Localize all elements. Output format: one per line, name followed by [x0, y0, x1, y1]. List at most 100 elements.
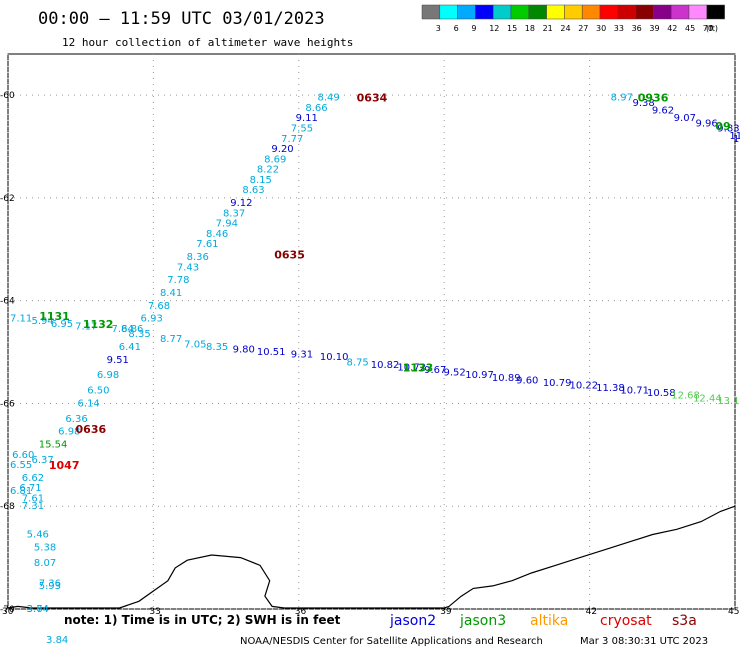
wave-height-value: 6.81: [10, 486, 32, 497]
legend-swatch: [688, 4, 708, 20]
pass-time-label: 0634: [357, 92, 388, 105]
wave-height-value: 8.07: [34, 558, 56, 569]
plot-area: 8.498.669.117.557.779.208.698.228.158.63…: [7, 53, 740, 646]
x-tick-label: 30: [2, 607, 14, 617]
x-tick-label: 36: [295, 607, 307, 617]
legend-label: 9: [471, 24, 476, 33]
wave-height-value: 8.15: [250, 175, 272, 186]
wave-height-value: 6.95: [51, 319, 73, 330]
wave-height-value: 7.84: [111, 324, 133, 335]
wave-height-value: 6.71: [19, 483, 41, 494]
wave-height-value: 7.68: [148, 301, 170, 312]
wave-height-value: 7.55: [291, 124, 313, 135]
wave-height-value: 6.36: [65, 414, 87, 425]
wave-height-value: 9.11: [296, 113, 318, 124]
legend-swatch: [653, 4, 672, 20]
wave-height-value: 9.38: [632, 98, 654, 109]
chart-title: 00:00 – 11:59 UTC 03/01/2023: [38, 9, 325, 29]
footer-credit: NOAA/NESDIS Center for Satellite Applica…: [240, 636, 543, 647]
wave-height-value: 10.89: [492, 373, 521, 384]
wave-height-value: 5.94: [32, 316, 54, 327]
wave-height-value: 6.60: [12, 450, 34, 461]
wave-height-value: 10.97: [465, 370, 494, 381]
x-tick-label: 33: [149, 607, 160, 617]
wave-height-value: 3.84: [46, 635, 68, 646]
wave-height-value: 15.54: [39, 440, 68, 451]
wave-height-value: 8.69: [264, 154, 286, 165]
wave-height-value: 6.98: [97, 370, 119, 381]
wave-height-value: 9.31: [291, 350, 313, 361]
pass-time-label: 0636: [76, 423, 107, 436]
wave-height-value: 13.18: [717, 396, 740, 407]
legend-swatch: [617, 4, 636, 20]
grid: [7, 54, 736, 610]
mission-cryosat: cryosat: [600, 613, 652, 629]
legend-label: 15: [507, 24, 517, 33]
pass-time-label: 0936: [638, 92, 669, 105]
wave-height-value: 9.83: [717, 124, 739, 135]
legend-label: 21: [543, 24, 553, 33]
legend-swatch: [528, 4, 547, 20]
coastline-path: [7, 505, 736, 609]
y-tick-label: -66: [0, 399, 15, 409]
wave-height-value: 8.35: [206, 342, 228, 353]
wave-height-value: 10.72: [397, 362, 426, 373]
wave-height-value: 8.49: [317, 93, 339, 104]
legend-swatch: [421, 4, 441, 20]
wave-height-value: 6.98: [58, 427, 80, 438]
legend-label: 30: [596, 24, 606, 33]
wave-height-value: 9.60: [516, 375, 538, 386]
wave-height-value: 8.77: [160, 334, 182, 345]
legend-swatch: [510, 4, 530, 20]
pass-time-label: 0635: [274, 248, 305, 261]
wave-height-value: 13.79: [733, 396, 740, 407]
wave-height-value: 7.61: [196, 239, 218, 250]
wave-height-value: 8.22: [257, 165, 279, 176]
wave-height-value: 10.8: [733, 134, 740, 145]
pass-time-label: 1133: [403, 361, 434, 374]
wave-height-value: 10.51: [257, 347, 286, 358]
color-legend: 3 6 9 12 15 18 21 24 27 30 33 36 39 42 45 70(ft): [421, 4, 725, 33]
x-tick-label: 42: [586, 607, 597, 617]
wave-height-value: 9.80: [233, 344, 255, 355]
wave-height-value: 7.36: [39, 578, 61, 589]
wave-height-value: 9.96: [695, 118, 717, 129]
wave-height-value: 8.75: [347, 357, 369, 368]
wave-height-value: 8.46: [206, 229, 228, 240]
wave-height-value: 7.94: [216, 219, 238, 230]
legend-label: 3: [436, 24, 441, 33]
wave-height-value: 9.07: [674, 113, 696, 124]
wave-height-value: 12.44: [693, 393, 722, 404]
wave-height-value: 5.46: [27, 529, 49, 540]
wave-height-value: 6.55: [10, 460, 32, 471]
wave-height-value: 6.93: [141, 314, 163, 325]
footer-timestamp: Mar 3 08:30:31 UTC 2023: [580, 636, 708, 647]
wave-height-value: 8.97: [611, 93, 633, 104]
wave-height-value: 7.11: [10, 314, 32, 325]
y-tick-label: -60: [0, 91, 15, 101]
wave-height-value: 11.38: [729, 131, 740, 142]
wave-height-value: 7.77: [281, 134, 303, 145]
legend-unit: (ft): [706, 24, 718, 33]
plot-frame: [7, 53, 736, 610]
y-tick-label: -68: [0, 502, 15, 512]
legend-swatch: [706, 4, 725, 20]
wave-height-value: 12.68: [671, 391, 700, 402]
wave-height-value: 7.17: [75, 321, 97, 332]
y-tick-label: -64: [0, 297, 15, 307]
wave-height-value: 7.31: [22, 501, 44, 512]
wave-height-value: 7.43: [177, 262, 199, 273]
wave-height-value: 6.50: [87, 386, 109, 397]
legend-label: 36: [632, 24, 642, 33]
wave-height-value: 10.58: [647, 388, 676, 399]
y-tick-label: -62: [0, 194, 15, 204]
wave-height-value: 10.71: [620, 386, 649, 397]
legend-swatch: [492, 4, 512, 20]
legend-label: 45: [685, 24, 695, 33]
wave-height-value: 6.41: [119, 342, 141, 353]
mission-jason2: jason2: [389, 613, 436, 629]
wave-height-value: 6.37: [32, 455, 54, 466]
wave-height-value: 5.38: [34, 542, 56, 553]
mission-jason3: jason3: [459, 613, 506, 629]
